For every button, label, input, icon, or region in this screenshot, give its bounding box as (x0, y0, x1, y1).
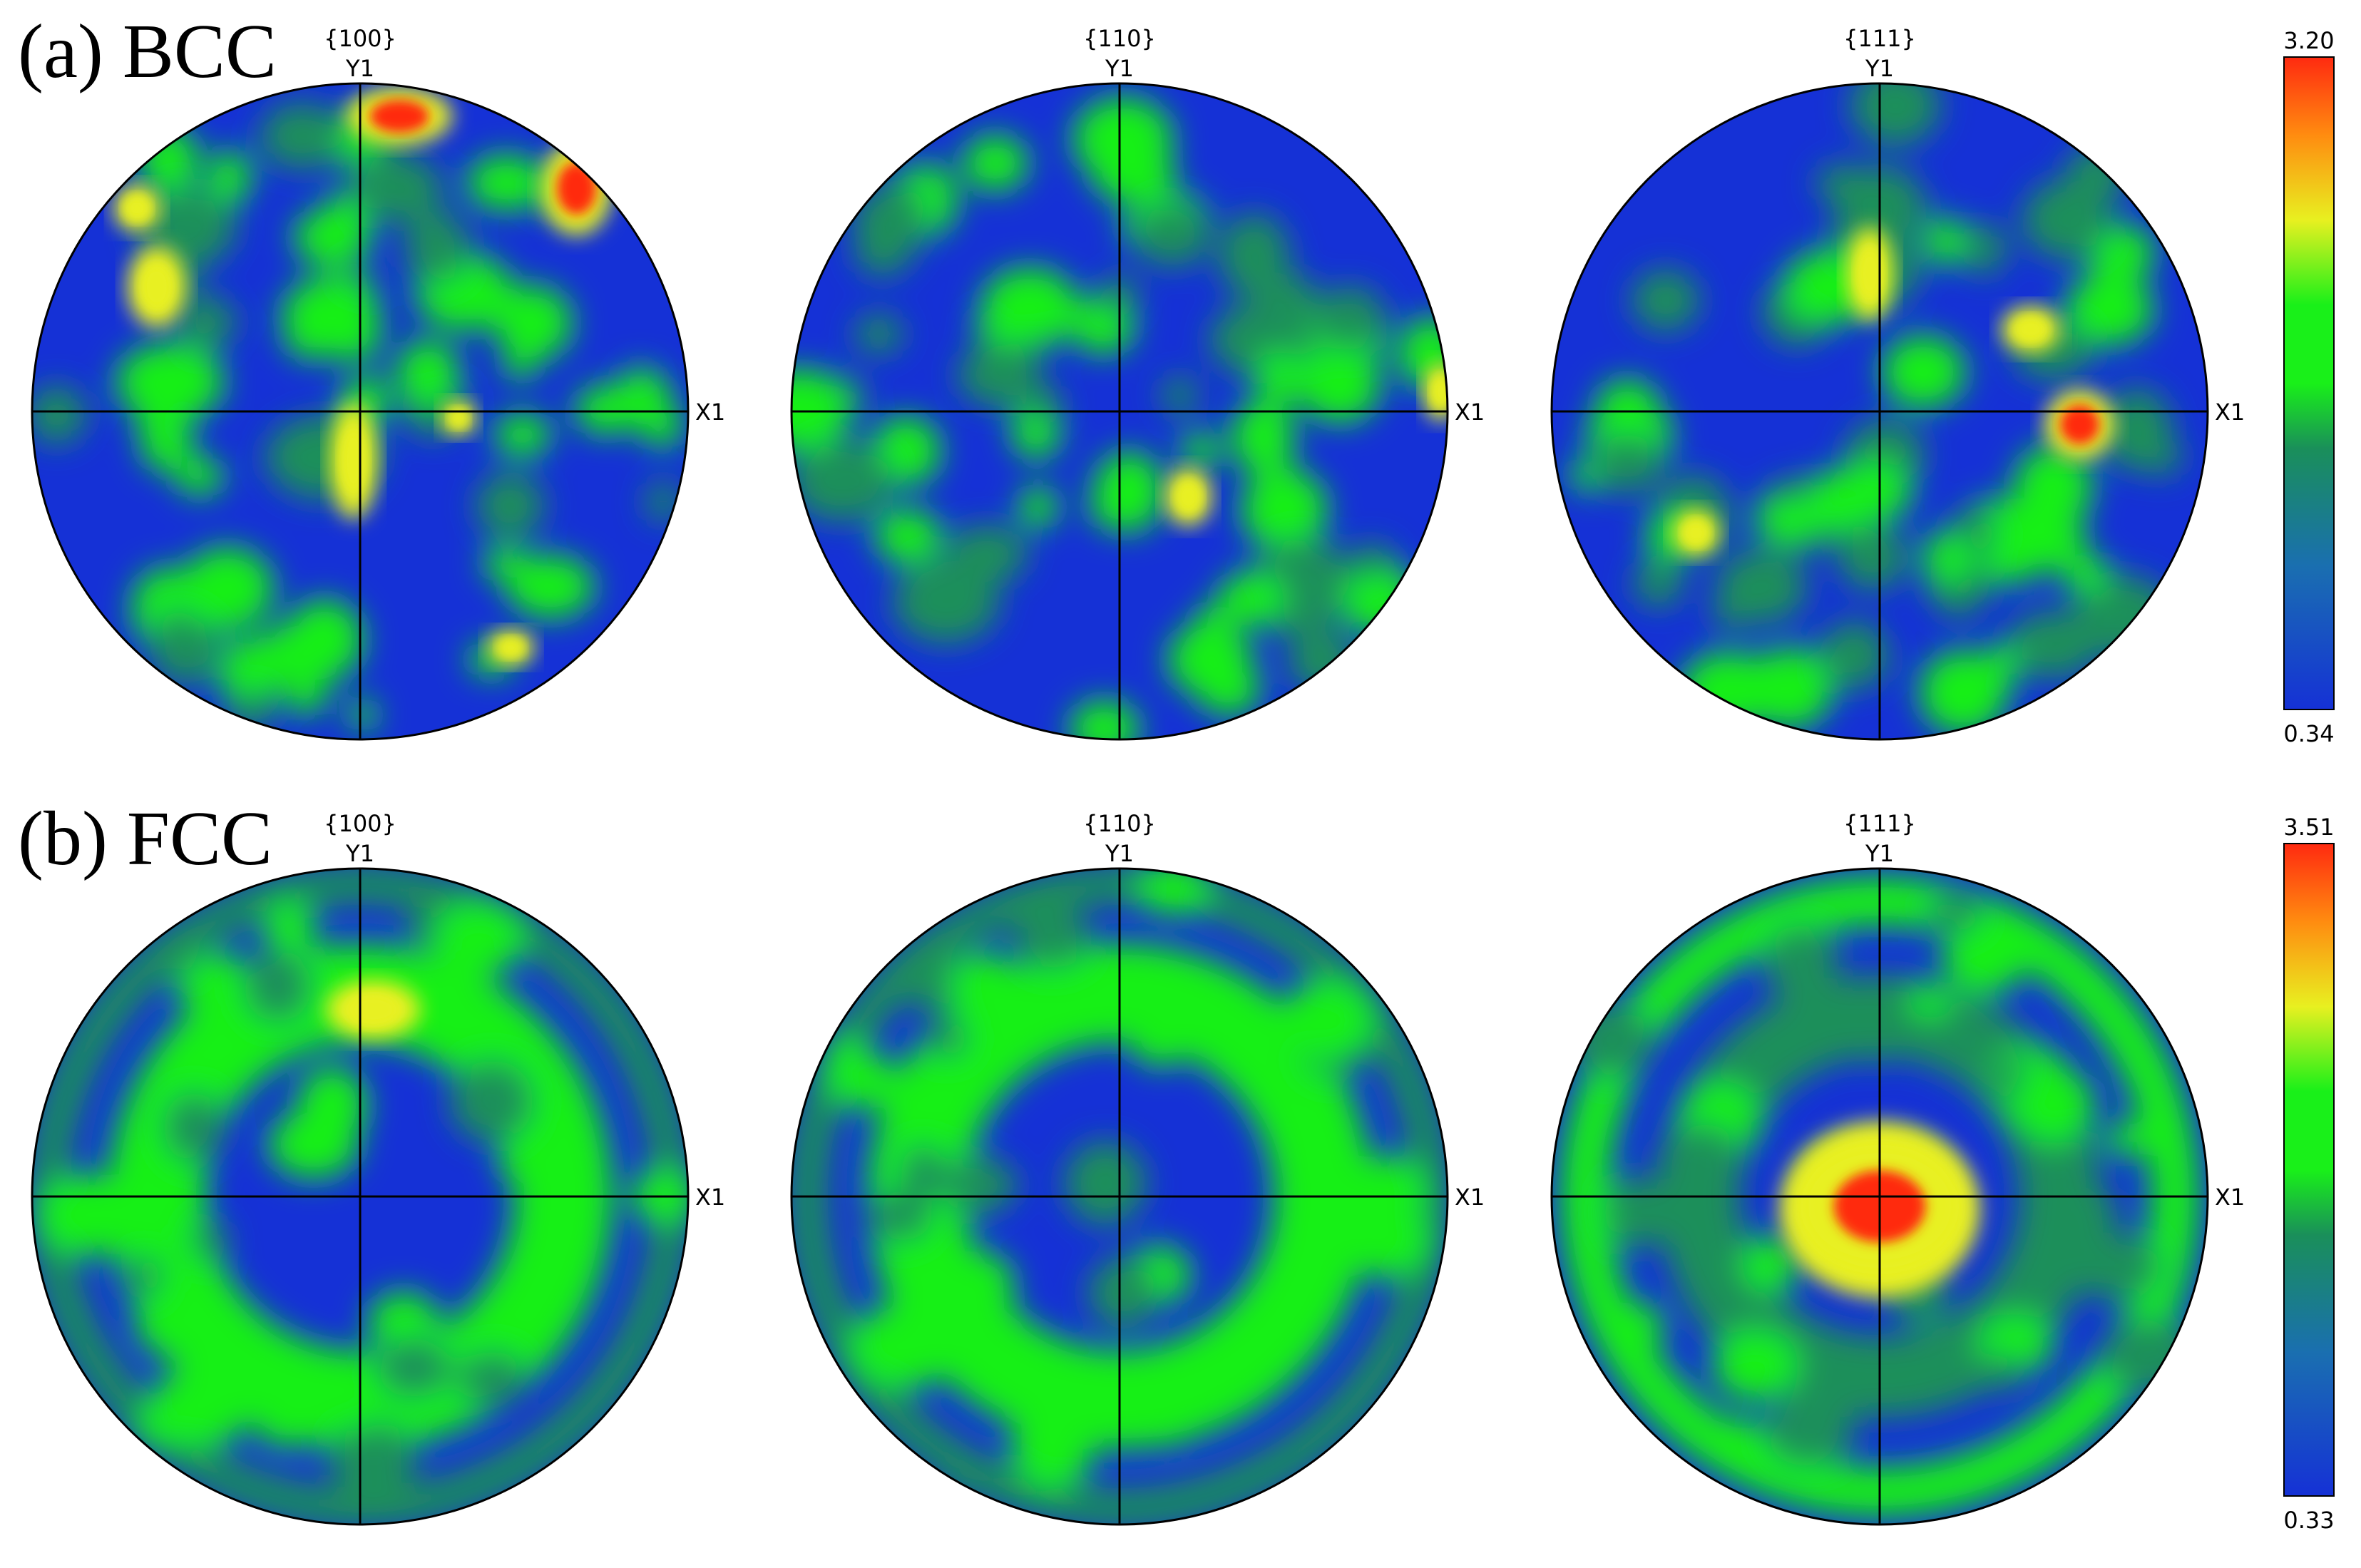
pole-label: {110} (1083, 25, 1156, 52)
y-axis-label: Y1 (1105, 840, 1134, 867)
x-axis-label: X1 (695, 399, 725, 426)
y-axis-label: Y1 (1105, 55, 1134, 82)
y-axis-label: Y1 (345, 840, 374, 867)
color-scale-bar: 3.20 0.34 (2283, 27, 2335, 747)
scale-max-label: 3.51 (2283, 814, 2334, 841)
pole-figure-fcc-3: {111} Y1 X1 (1550, 810, 2245, 1526)
row-title: (b) FCC (18, 796, 272, 881)
row-title: (a) BCC (18, 9, 277, 94)
x-axis-label: X1 (695, 1184, 725, 1211)
scale-max-label: 3.20 (2283, 27, 2334, 54)
pole-label: {111} (1843, 25, 1916, 52)
x-axis-label: X1 (1455, 1184, 1485, 1211)
pole-figure-bcc-1: {100} Y1 X1 (31, 25, 725, 741)
scale-min-label: 0.34 (2283, 720, 2334, 747)
x-axis-label: X1 (2215, 399, 2245, 426)
y-axis-label: Y1 (345, 55, 374, 82)
color-scale-bar: 3.51 0.33 (2283, 814, 2335, 1534)
pole-label: {111} (1843, 810, 1916, 837)
pole-label: {110} (1083, 810, 1156, 837)
pole-figure-bcc-2: {110} Y1 X1 (790, 25, 1485, 741)
y-axis-label: Y1 (1865, 55, 1894, 82)
pole-label: {100} (324, 25, 396, 52)
pole-label: {100} (324, 810, 396, 837)
pole-figure-bcc-3: {111} Y1 X1 (1550, 25, 2245, 741)
x-axis-label: X1 (2215, 1184, 2245, 1211)
pole-figure-fcc-2: {110} Y1 X1 (790, 810, 1485, 1526)
scale-min-label: 0.33 (2283, 1507, 2334, 1534)
x-axis-label: X1 (1455, 399, 1485, 426)
pole-figure-fcc-1: {100} Y1 X1 (31, 810, 725, 1526)
y-axis-label: Y1 (1865, 840, 1894, 867)
